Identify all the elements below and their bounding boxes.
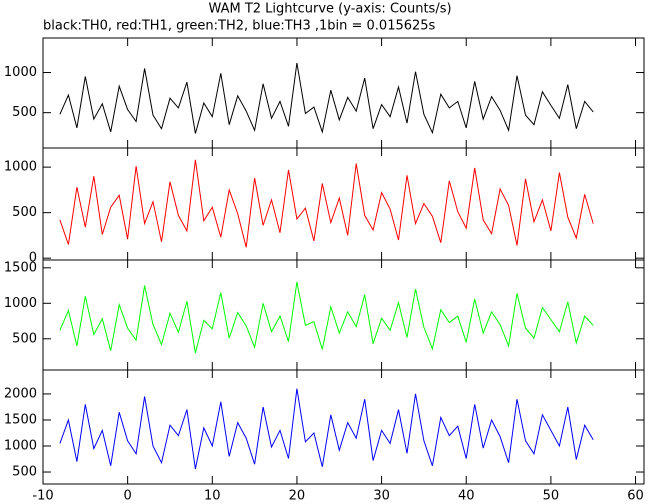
- data-line: [59, 62, 594, 135]
- y-tick-label: 1000: [4, 296, 37, 311]
- data-line: [59, 388, 594, 470]
- x-tick-label: 30: [373, 489, 390, 504]
- data-line: [59, 159, 594, 248]
- y-tick-label: 0: [29, 251, 37, 266]
- x-tick-label: 40: [458, 489, 475, 504]
- x-tick-label: 0: [124, 489, 132, 504]
- x-tick-label: 60: [627, 489, 644, 504]
- x-tick-label: 10: [204, 489, 221, 504]
- y-tick-label: 500: [12, 331, 37, 346]
- x-tick-label: 20: [289, 489, 306, 504]
- panel-frame: [42, 147, 645, 261]
- y-tick-label: 500: [12, 105, 37, 120]
- y-tick-label: 1500: [4, 412, 37, 427]
- panel-frame: [42, 259, 645, 371]
- data-line: [59, 281, 594, 354]
- y-tick-label: 1000: [4, 160, 37, 175]
- y-tick-label: 500: [12, 205, 37, 220]
- y-tick-label: 2000: [4, 386, 37, 401]
- y-tick-label: 1000: [4, 439, 37, 454]
- panel-frame: [42, 37, 645, 149]
- x-tick-label: -10: [32, 489, 53, 504]
- y-tick-label: 1500: [4, 260, 37, 275]
- x-tick-label: 50: [543, 489, 560, 504]
- chart-subtitle: black:TH0, red:TH1, green:TH2, blue:TH3 …: [43, 19, 436, 34]
- y-tick-label: 1000: [4, 65, 37, 80]
- panel-frame: [42, 369, 645, 485]
- y-tick-label: 500: [12, 465, 37, 480]
- chart-title: WAM T2 Lightcurve (y-axis: Counts/s): [208, 2, 451, 17]
